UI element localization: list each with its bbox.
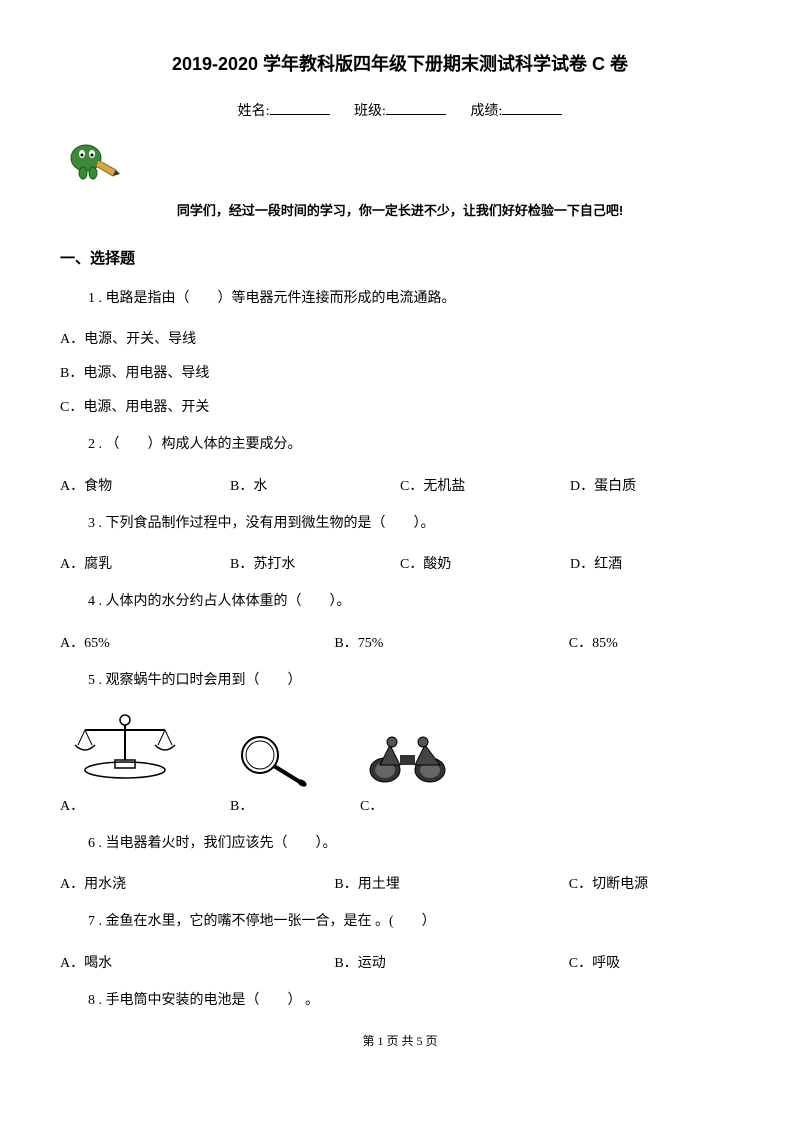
question-2-options: A．食物 B．水 C．无机盐 D．蛋白质 [60, 475, 740, 495]
class-label: 班级: [354, 104, 386, 119]
q2-option-a: A．食物 [60, 475, 230, 495]
student-info-line: 姓名: 班级: 成绩: [60, 100, 740, 120]
q3-option-c: C．酸奶 [400, 553, 570, 573]
binoculars-icon [360, 730, 460, 790]
q2-option-c: C．无机盐 [400, 475, 570, 495]
balance-scale-icon [60, 710, 190, 790]
q5-label-c: C． [360, 799, 383, 814]
question-5-options: A． B． C． [60, 710, 740, 815]
question-4-options: A．65% B．75% C．85% [60, 632, 740, 652]
question-2: 2 . （ ）构成人体的主要成分。 [60, 434, 740, 456]
section-title-1: 一、选择题 [60, 247, 740, 268]
q1-option-b: B．电源、用电器、导线 [60, 362, 740, 382]
question-1: 1 . 电路是指由（ ）等电器元件连接而形成的电流通路。 [60, 288, 740, 310]
question-1-options: A．电源、开关、导线 B．电源、用电器、导线 C．电源、用电器、开关 [60, 328, 740, 416]
q5-option-a: A． [60, 710, 190, 815]
question-4: 4 . 人体内的水分约占人体体重的（ ）。 [60, 591, 740, 613]
q5-label-a: A． [60, 795, 190, 815]
score-label: 成绩: [470, 104, 502, 119]
name-blank[interactable] [270, 101, 330, 115]
q7-option-b: B．运动 [284, 952, 508, 972]
page-footer: 第 1 页 共 5 页 [60, 1032, 740, 1049]
q1-option-c: C．电源、用电器、开关 [60, 396, 740, 416]
q7-option-a: A．喝水 [60, 952, 284, 972]
question-6-options: A．用水浇 B．用土埋 C．切断电源 [60, 873, 740, 893]
magnifying-glass-icon [230, 730, 320, 790]
q2-option-b: B．水 [230, 475, 400, 495]
q3-option-b: B．苏打水 [230, 553, 400, 573]
q4-option-b: B．75% [284, 632, 508, 652]
q5-option-c: C． [360, 730, 460, 815]
encouragement-text: 同学们，经过一段时间的学习，你一定长进不少，让我们好好检验一下自己吧! [60, 200, 740, 219]
class-blank[interactable] [386, 101, 446, 115]
question-8: 8 . 手电筒中安装的电池是（ ） 。 [60, 990, 740, 1012]
q4-option-c: C．85% [509, 632, 733, 652]
score-blank[interactable] [502, 101, 562, 115]
q3-option-d: D．红酒 [570, 553, 740, 573]
q1-option-a: A．电源、开关、导线 [60, 328, 740, 348]
question-5: 5 . 观察蜗牛的口时会用到（ ） [60, 670, 740, 692]
exam-title: 2019-2020 学年教科版四年级下册期末测试科学试卷 C 卷 [60, 50, 740, 76]
question-7-options: A．喝水 B．运动 C．呼吸 [60, 952, 740, 972]
name-label: 姓名: [238, 104, 270, 119]
question-7: 7 . 金鱼在水里，它的嘴不停地一张一合，是在 。( ） [60, 911, 740, 933]
pencil-icon [68, 138, 740, 188]
q4-option-a: A．65% [60, 632, 284, 652]
question-3: 3 . 下列食品制作过程中，没有用到微生物的是（ ）。 [60, 513, 740, 535]
q5-label-b: B． [230, 799, 253, 814]
q3-option-a: A．腐乳 [60, 553, 230, 573]
q5-option-b: B． [230, 730, 320, 815]
q6-option-a: A．用水浇 [60, 873, 284, 893]
q6-option-b: B．用土埋 [284, 873, 508, 893]
question-6: 6 . 当电器着火时，我们应该先（ ）。 [60, 833, 740, 855]
q2-option-d: D．蛋白质 [570, 475, 740, 495]
q6-option-c: C．切断电源 [509, 873, 733, 893]
q7-option-c: C．呼吸 [509, 952, 733, 972]
question-3-options: A．腐乳 B．苏打水 C．酸奶 D．红酒 [60, 553, 740, 573]
